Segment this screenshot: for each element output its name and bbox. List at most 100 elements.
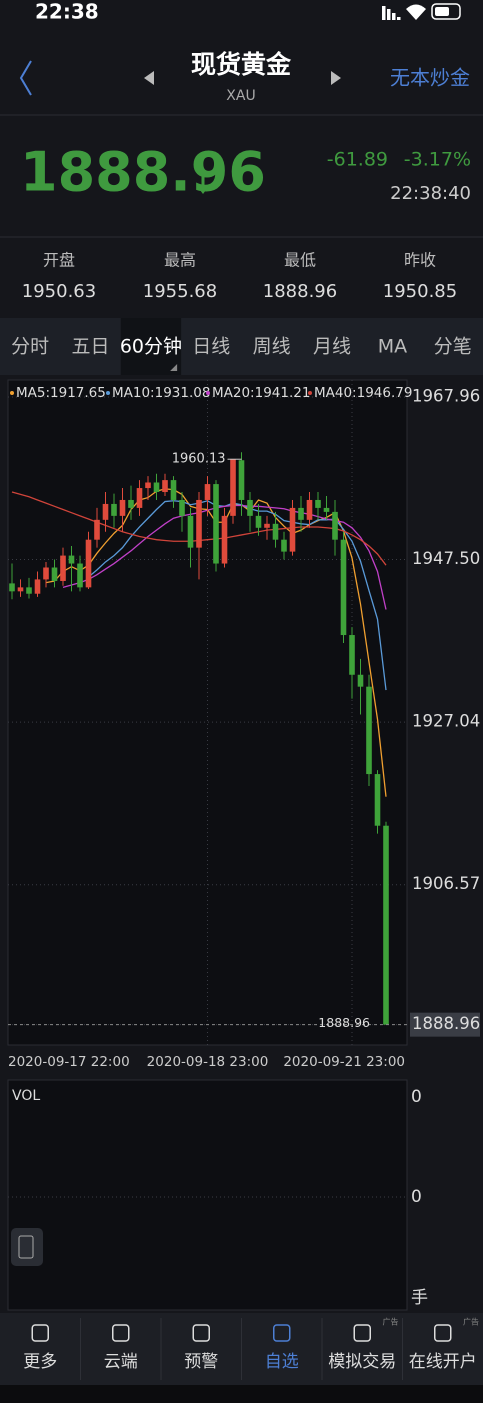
candle-body [162,480,168,493]
candle-body [136,488,143,508]
candle-body [383,825,389,1025]
ma-line [62,504,387,610]
nav-item[interactable]: 自选 [265,1352,299,1372]
nav-item[interactable]: 云端 [104,1352,138,1372]
candle-body [238,460,245,500]
candle-body [264,523,270,528]
tab[interactable]: 60分钟 [120,336,182,358]
ad-label: 广告 [383,1317,399,1327]
volume-tick: 0 [411,1187,422,1207]
candle-body [68,555,75,564]
next-button[interactable] [331,71,341,85]
stat-label: 最低 [284,251,316,270]
candle-body [332,511,338,540]
y-tick-label: 1927.04 [412,712,480,731]
nav-item[interactable]: 预警 [184,1352,218,1372]
volume-unit: 手 [411,1288,428,1308]
x-tick-label: 2020-09-18 23:00 [147,1054,269,1070]
stat-label: 开盘 [43,251,75,270]
volume-tick: 0 [411,1087,422,1107]
nav-item[interactable]: 模拟交易 [328,1352,396,1372]
signal-bar [392,13,396,20]
candle-body [298,507,304,520]
stat-value: 1950.63 [22,281,96,302]
nav-icon [31,1324,49,1342]
last-price-label: 1888.96 [318,1015,370,1030]
candle-body [187,515,194,548]
float-icon [18,1235,34,1259]
candle-body [9,583,15,592]
legend-dot [206,391,210,395]
candle-body [340,539,347,636]
candle-body [94,519,100,540]
candle-body [153,482,160,493]
quote-time: 22:38:40 [390,183,471,204]
candle-body [230,459,236,516]
signal-bar [387,9,391,20]
candle-body [34,579,41,594]
wifi-icon [406,4,426,20]
candle-body [281,539,287,552]
nav-icon [273,1324,291,1342]
candle-body [119,499,126,516]
candle-body [255,515,262,528]
signal-bar [397,17,401,20]
stat-label: 昨收 [404,251,436,270]
candle-body [196,499,202,548]
candle-body [306,499,313,520]
legend-label: MA20:1941.21 [212,385,310,401]
x-tick-label: 2020-09-21 23:00 [283,1054,405,1070]
candle-body [17,587,24,592]
battery-level [435,7,449,16]
legend-dot [106,391,110,395]
nav-icon [434,1324,452,1342]
status-time: 22:38 [35,0,99,24]
price-change: -61.89 [327,149,388,171]
legend-dot [308,391,312,395]
page-title: 现货黄金 [191,50,292,79]
tab[interactable]: MA [378,336,407,358]
down-arrow-head [197,186,209,194]
stat-value: 1950.85 [383,281,457,302]
price-change-percent: -3.17% [404,149,471,171]
nav-icon [112,1324,130,1342]
tab[interactable]: 五日 [72,336,110,358]
ad-label: 广告 [463,1317,479,1327]
candle-body [357,674,364,687]
candle-body [179,499,185,516]
last-price-tag [410,1012,480,1037]
candle-body [170,480,177,500]
tab[interactable]: 日线 [192,336,230,358]
candle-body [26,587,32,594]
candle-body [247,499,253,516]
stat-value: 1888.96 [263,281,337,302]
page-subtitle: XAU [226,88,255,104]
y-tick-label: 1888.96 [412,1014,480,1033]
candle-body [366,686,372,775]
float-button[interactable] [11,1228,43,1266]
candle-body [145,482,151,489]
x-tick-label: 2020-09-17 22:00 [8,1054,130,1070]
candle-body [102,503,109,520]
tab[interactable]: 分笔 [434,336,472,358]
nav-icon [192,1324,210,1342]
nav-item[interactable]: 更多 [23,1352,57,1372]
nav-item[interactable]: 在线开户 [409,1352,477,1372]
candle-body [213,484,219,564]
legend-label: MA10:1931.08 [112,385,210,401]
y-tick-label: 1906.57 [412,874,480,893]
stat-value: 1955.68 [143,281,217,302]
tab[interactable]: 分时 [11,336,49,358]
y-tick-label: 1947.50 [412,549,480,568]
back-button[interactable] [19,60,32,96]
tab[interactable]: 周线 [253,336,291,358]
candle-body [323,507,330,512]
legend-label: MA40:1946.79 [314,385,412,401]
candle-body [289,507,296,552]
header-action[interactable]: 无本炒金 [390,66,470,90]
candle-body [111,503,117,516]
tab[interactable]: 月线 [313,336,351,358]
prev-button[interactable] [144,71,154,85]
candle-body [221,515,228,564]
candle-body [43,567,49,580]
